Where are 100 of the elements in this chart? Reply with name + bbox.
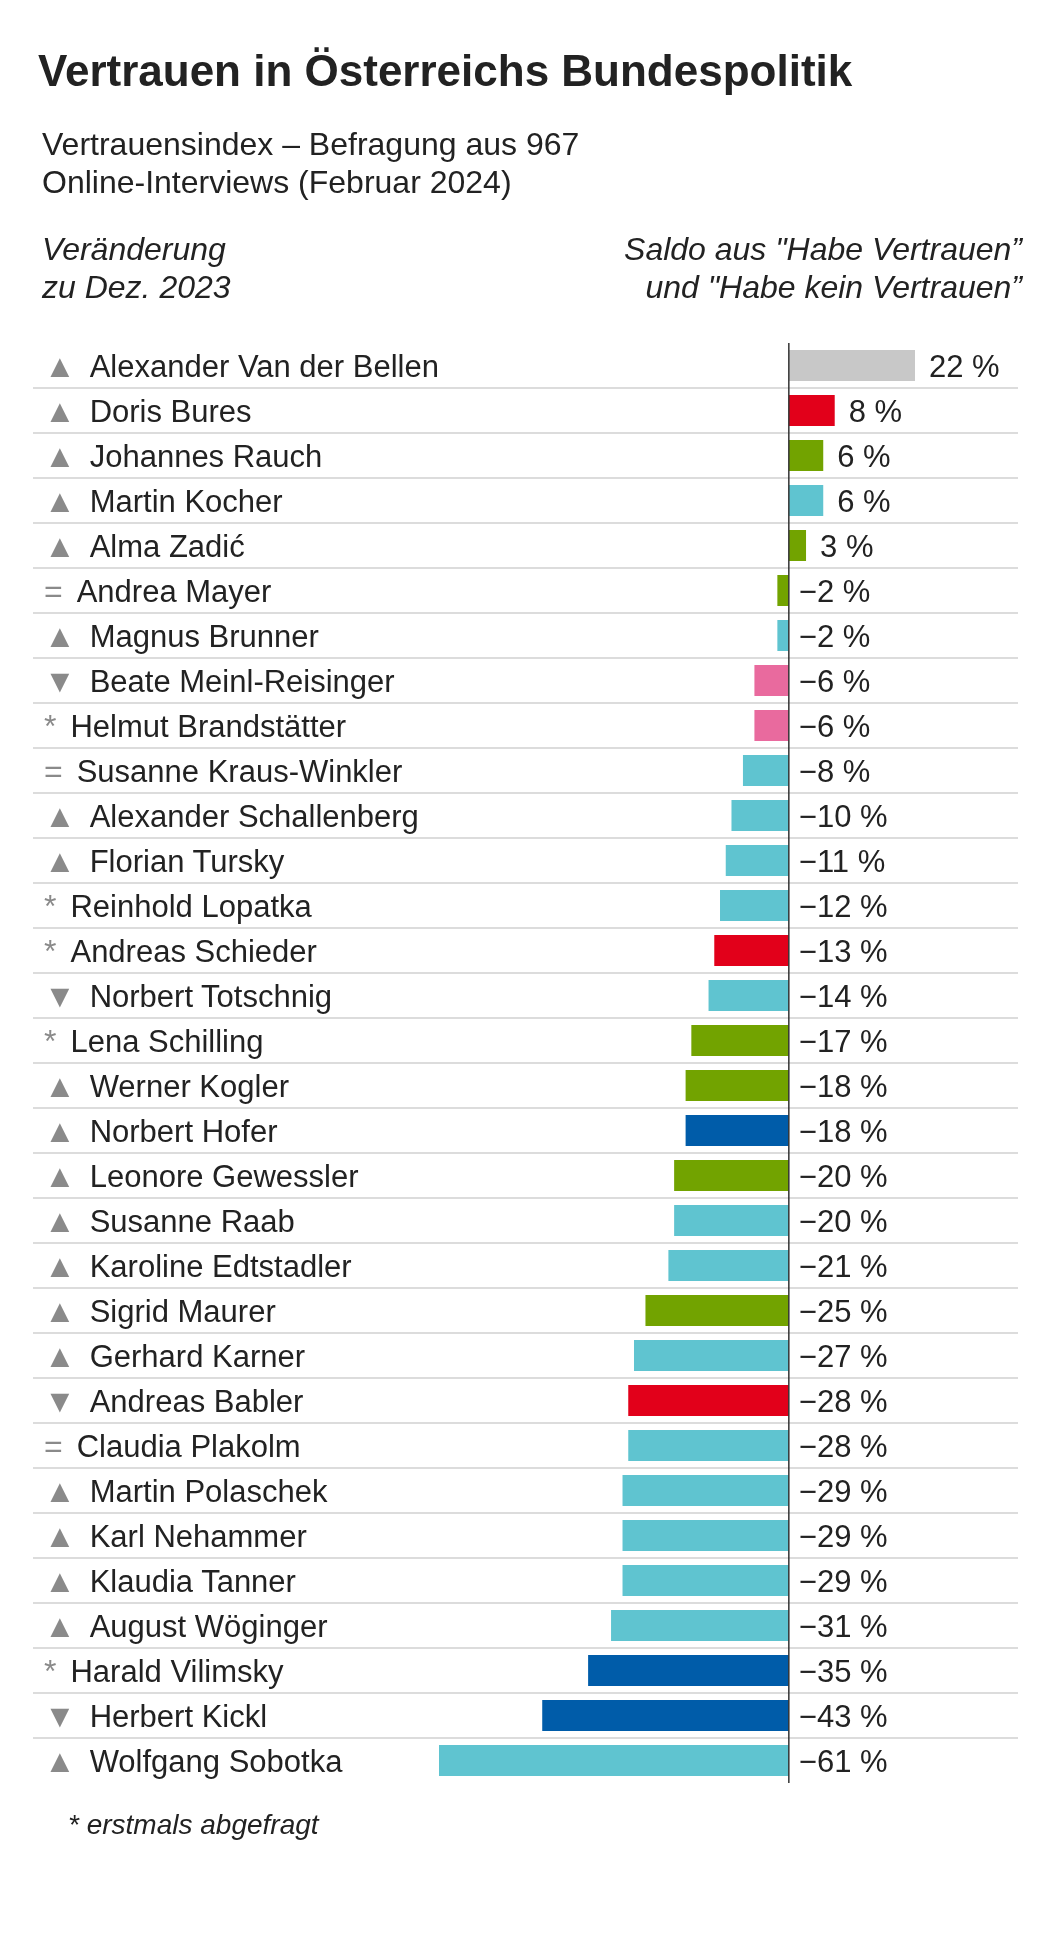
bar	[542, 1700, 789, 1731]
chart-title: Vertrauen in Österreichs Bundespolitik	[38, 46, 853, 95]
bar	[788, 350, 915, 381]
data-label: −43 %	[798, 1698, 888, 1734]
data-label: −6 %	[798, 708, 871, 744]
data-label: −18 %	[798, 1113, 888, 1149]
y-tick-label: ▲ Doris Bures	[44, 392, 252, 429]
y-tick-label: ▲ Sigrid Maurer	[44, 1292, 276, 1329]
y-tick-label: * Helmut Brandstätter	[44, 707, 347, 744]
data-label: −12 %	[798, 888, 888, 924]
data-label: −35 %	[798, 1653, 888, 1689]
data-label: −2 %	[798, 573, 871, 609]
bar	[691, 1025, 789, 1056]
bar	[754, 710, 789, 741]
bar	[788, 395, 835, 426]
y-tick-label: ▲ August Wöginger	[44, 1607, 328, 1644]
text: * erstmals abgefragt	[68, 1809, 320, 1840]
y-tick-label: = Claudia Plakolm	[44, 1427, 301, 1464]
y-tick-label: ▲ Johannes Rauch	[44, 437, 323, 474]
bar	[622, 1520, 789, 1551]
y-tick-label: * Andreas Schieder	[44, 932, 317, 969]
y-tick-label: * Lena Schilling	[44, 1022, 264, 1059]
bar	[685, 1070, 789, 1101]
data-label: −21 %	[798, 1248, 888, 1284]
y-tick-label: ▲ Leonore Gewessler	[44, 1157, 359, 1194]
bar	[628, 1430, 789, 1461]
y-tick-label: ▲ Werner Kogler	[44, 1067, 289, 1104]
bar	[588, 1655, 789, 1686]
data-label: −14 %	[798, 978, 888, 1014]
bar	[668, 1250, 789, 1281]
data-label: −27 %	[798, 1338, 888, 1374]
y-tick-label: ▲ Karl Nehammer	[44, 1517, 307, 1554]
bar	[674, 1205, 789, 1236]
y-tick-label: ▲ Klaudia Tanner	[44, 1562, 296, 1599]
data-label: −31 %	[798, 1608, 888, 1644]
y-tick-label: * Reinhold Lopatka	[44, 887, 313, 924]
bar	[725, 845, 789, 876]
data-label: −8 %	[798, 753, 871, 789]
y-tick-label: ▲ Martin Kocher	[44, 482, 283, 519]
data-label: 6 %	[837, 438, 891, 474]
data-label: −29 %	[798, 1518, 888, 1554]
bar	[439, 1745, 789, 1776]
bar	[611, 1610, 789, 1641]
data-label: 6 %	[837, 483, 891, 519]
bar	[788, 440, 824, 471]
data-label: −28 %	[798, 1428, 888, 1464]
bar	[777, 575, 789, 606]
y-tick-label: ▲ Florian Tursky	[44, 842, 285, 879]
y-tick-label: ▲ Martin Polaschek	[44, 1472, 328, 1509]
bar	[622, 1475, 789, 1506]
bar	[622, 1565, 789, 1596]
y-tick-label: ▲ Karoline Edtstadler	[44, 1247, 352, 1284]
y-tick-label: ▲ Alma Zadić	[44, 527, 245, 564]
bar	[685, 1115, 789, 1146]
y-tick-label: ▼ Herbert Kickl	[44, 1697, 268, 1734]
y-tick-label: ▼ Andreas Babler	[44, 1382, 304, 1419]
y-tick-label: ▲ Wolfgang Sobotka	[44, 1742, 344, 1779]
bar	[628, 1385, 789, 1416]
bar	[720, 890, 789, 921]
data-label: −29 %	[798, 1473, 888, 1509]
data-label: −61 %	[798, 1743, 888, 1779]
y-tick-label: * Harald Vilimsky	[44, 1652, 284, 1689]
bar	[777, 620, 789, 651]
chart-subtitle: Vertrauensindex – Befragung aus 967 Online-Interviews (Februar 2024)	[42, 126, 580, 200]
y-tick-label: ▼ Beate Meinl-Reisinger	[44, 662, 395, 699]
bar	[788, 485, 824, 516]
bar	[645, 1295, 789, 1326]
data-label: −20 %	[798, 1203, 888, 1239]
bar	[742, 755, 789, 786]
y-tick-label: ▲ Norbert Hofer	[44, 1112, 278, 1149]
bar	[674, 1160, 789, 1191]
data-label: −6 %	[798, 663, 871, 699]
y-tick-label: ▲ Magnus Brunner	[44, 617, 319, 654]
data-label: −18 %	[798, 1068, 888, 1104]
y-tick-label: ▲ Susanne Raab	[44, 1202, 295, 1239]
bar	[788, 530, 807, 561]
bar	[633, 1340, 789, 1371]
bar	[754, 665, 789, 696]
data-label: −11 %	[798, 843, 886, 879]
data-label: −13 %	[798, 933, 888, 969]
x-axis-title: Saldo aus "Habe Vertrauen” und "Habe kein Vertrauen”	[624, 231, 1024, 305]
data-label: −25 %	[798, 1293, 888, 1329]
data-label: 3 %	[820, 528, 874, 564]
y-tick-label: ▲ Gerhard Karner	[44, 1337, 306, 1374]
data-label: −20 %	[798, 1158, 888, 1194]
data-label: −2 %	[798, 618, 871, 654]
bar	[731, 800, 789, 831]
y-tick-label: ▲ Alexander Schallenberg	[44, 797, 419, 834]
data-label: −29 %	[798, 1563, 888, 1599]
data-label: −10 %	[798, 798, 888, 834]
bar	[714, 935, 789, 966]
data-label: 22 %	[929, 348, 1000, 384]
y-tick-label: ▲ Alexander Van der Bellen	[44, 347, 439, 384]
y-tick-label: = Susanne Kraus-Winkler	[44, 752, 403, 789]
data-label: −17 %	[798, 1023, 888, 1059]
bar	[708, 980, 789, 1011]
data-label: 8 %	[848, 393, 903, 429]
y-axis-title: Veränderung zu Dez. 2023	[41, 231, 231, 305]
y-tick-label: ▼ Norbert Totschnig	[44, 977, 333, 1014]
y-tick-label: = Andrea Mayer	[44, 572, 272, 609]
